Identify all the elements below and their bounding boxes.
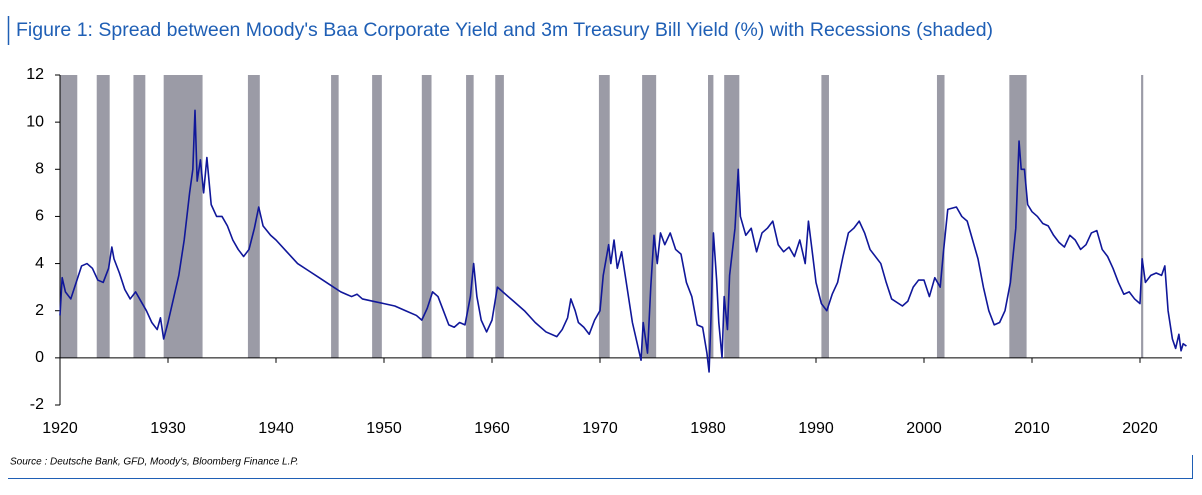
- y-tick-label: 12: [26, 66, 44, 83]
- recession-band: [60, 75, 78, 358]
- x-tick-label: 1940: [258, 420, 294, 437]
- y-tick-label: 4: [35, 255, 44, 272]
- y-tick-label: 2: [35, 302, 44, 319]
- plot-area: -2 0 2 4 6 8 10 12 1920 1930 1940 1950 1960 1970 1980 1…: [26, 66, 1187, 437]
- recession-band: [821, 75, 829, 358]
- recession-band: [96, 75, 110, 358]
- recession-band: [1009, 75, 1027, 358]
- x-tick-label: 2000: [906, 420, 942, 437]
- x-tick-label: 1980: [690, 420, 726, 437]
- x-tick-label: 2010: [1014, 420, 1050, 437]
- recession-band: [936, 75, 945, 358]
- y-tick-label: -2: [30, 396, 44, 413]
- y-tick-label: 6: [35, 208, 44, 225]
- x-tick-label: 1960: [474, 420, 510, 437]
- x-tick-label: 1990: [798, 420, 834, 437]
- recession-band: [421, 75, 432, 358]
- recession-band: [642, 75, 657, 358]
- recession-band: [708, 75, 714, 358]
- x-tick-label: 1920: [42, 420, 78, 437]
- source-note: Source : Deutsche Bank, GFD, Moody's, Bl…: [10, 457, 299, 468]
- y-tick-label: 10: [26, 113, 44, 130]
- recession-band: [372, 75, 382, 358]
- x-tick-label: 1970: [582, 420, 618, 437]
- y-tick-label: 0: [35, 349, 44, 366]
- recession-band: [598, 75, 610, 358]
- recession-band: [495, 75, 504, 358]
- x-tick-label: 1930: [150, 420, 186, 437]
- spread-line: [59, 109, 1187, 373]
- recession-band: [1141, 75, 1144, 358]
- y-tick-label: 8: [35, 161, 44, 178]
- chart-title: Figure 1: Spread between Moody's Baa Cor…: [16, 19, 993, 41]
- x-tick-label: 1950: [366, 420, 402, 437]
- recession-band: [724, 75, 740, 358]
- recession-band: [247, 75, 260, 358]
- recession-band: [133, 75, 146, 358]
- recession-band: [466, 75, 474, 358]
- recession-band: [331, 75, 339, 358]
- x-tick-label: 2020: [1122, 420, 1158, 437]
